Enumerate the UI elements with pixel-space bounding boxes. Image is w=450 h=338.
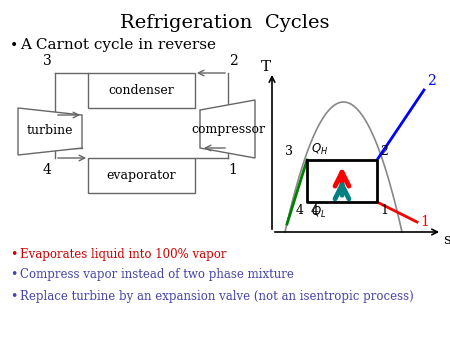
Text: 4: 4 [296,204,304,217]
Text: $Q_H$: $Q_H$ [311,142,328,157]
Text: 4: 4 [43,163,51,177]
Text: s: s [443,233,450,247]
Text: T: T [261,60,271,74]
Text: •: • [10,290,18,303]
Text: $Q_L$: $Q_L$ [311,205,326,220]
Text: Refrigeration  Cycles: Refrigeration Cycles [120,14,330,32]
Text: Evaporates liquid into 100% vapor: Evaporates liquid into 100% vapor [20,248,226,261]
Bar [88,158,195,193]
Text: condenser: condenser [108,84,175,97]
Polygon shape [200,100,255,158]
Text: 3: 3 [43,54,51,68]
Text: 1: 1 [229,163,238,177]
Text: 1: 1 [420,215,429,229]
Text: •: • [10,248,18,261]
Text: 4: 4 [311,204,319,217]
Text: Compress vapor instead of two phase mixture: Compress vapor instead of two phase mixt… [20,268,294,281]
Text: •: • [10,268,18,281]
Text: compressor: compressor [191,122,265,136]
Text: 1: 1 [380,204,388,217]
Text: 2: 2 [229,54,238,68]
Text: evaporator: evaporator [107,169,176,182]
Text: 2: 2 [380,145,388,158]
Polygon shape [18,108,82,155]
Text: Replace turbine by an expansion valve (not an isentropic process): Replace turbine by an expansion valve (n… [20,290,414,303]
Text: A Carnot cycle in reverse: A Carnot cycle in reverse [20,38,216,52]
Text: 2: 2 [427,74,436,88]
Bar [88,73,195,108]
Text: turbine: turbine [27,124,73,138]
Text: 3: 3 [285,145,293,158]
Text: •: • [10,38,18,52]
